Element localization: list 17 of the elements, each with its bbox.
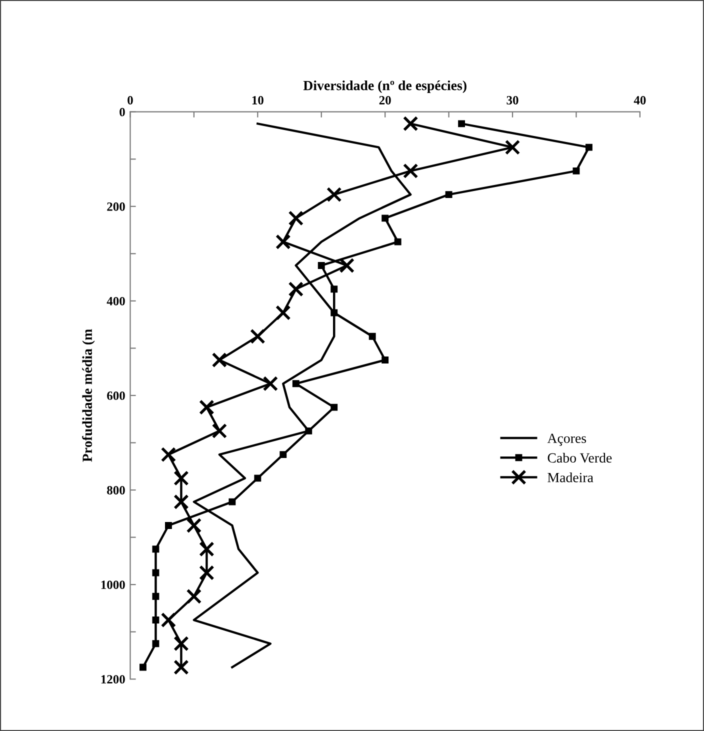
x-tick-label: 30 bbox=[506, 96, 518, 104]
x-tick-label: 20 bbox=[379, 96, 391, 104]
y-tick-label: 0 bbox=[120, 108, 125, 116]
y-tick-label: 600 bbox=[107, 391, 125, 400]
legend-label: Açores bbox=[547, 434, 586, 446]
y-tick-label: 1200 bbox=[101, 675, 125, 684]
y-axis-title: Profudidade média (m bbox=[82, 329, 95, 462]
x-tick-label: 0 bbox=[128, 96, 133, 104]
y-tick-label: 800 bbox=[107, 486, 125, 494]
y-tick-label: 400 bbox=[106, 296, 125, 306]
x-tick-label: 10 bbox=[252, 96, 264, 104]
legend-label: Madeira bbox=[548, 472, 594, 482]
legend-label: Cabo Verde bbox=[548, 452, 612, 463]
x-axis-title: Diversidade (nº de espécies) bbox=[303, 80, 466, 94]
x-tick-label: 40 bbox=[634, 96, 646, 104]
y-tick-label: 200 bbox=[107, 202, 125, 211]
y-tick-label: 1000 bbox=[101, 580, 125, 590]
